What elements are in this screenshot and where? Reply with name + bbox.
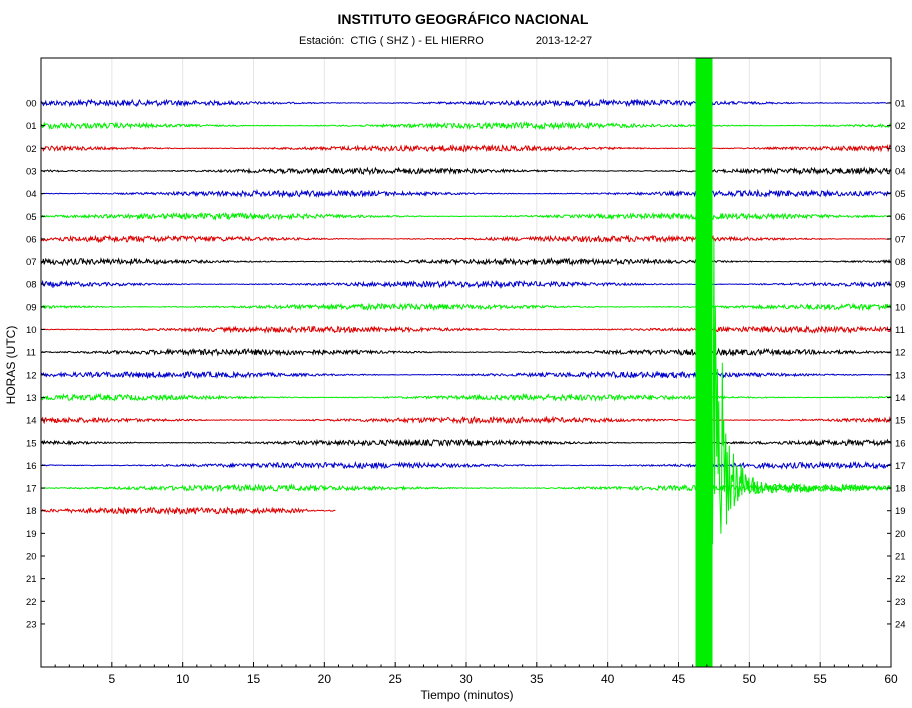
chart-title: INSTITUTO GEOGRÁFICO NACIONAL <box>337 11 589 27</box>
hour-label-left: 09 <box>26 302 37 313</box>
hour-label-right: 24 <box>895 619 906 630</box>
hour-label-left: 14 <box>26 416 37 427</box>
hour-label-left: 13 <box>26 393 37 404</box>
x-tick-label: 5 <box>108 672 115 686</box>
hour-label-left: 03 <box>26 166 37 177</box>
x-tick-label: 35 <box>530 672 544 686</box>
grid-lines <box>111 58 821 667</box>
trace-hour-00 <box>40 98 891 108</box>
x-tick-label: 25 <box>388 672 402 686</box>
x-tick-label: 10 <box>176 672 190 686</box>
hour-label-right: 08 <box>895 257 906 268</box>
trace-hour-10 <box>40 325 892 334</box>
hour-label-right: 04 <box>895 166 906 177</box>
trace-hour-07 <box>40 257 891 267</box>
hour-label-right: 02 <box>895 121 906 132</box>
hour-label-left: 00 <box>26 99 37 110</box>
trace-hour-05 <box>40 211 891 221</box>
record-date: 2013-12-27 <box>535 35 593 47</box>
hour-label-left: 11 <box>26 348 36 359</box>
trace-hour-13 <box>40 392 892 403</box>
hour-label-right: 10 <box>895 302 906 313</box>
chart-subtitle: Estación: CTIG ( SHZ ) - EL HIERRO 2013-1… <box>299 35 592 47</box>
hour-label-right: 19 <box>895 506 906 517</box>
hour-label-left: 16 <box>26 461 37 472</box>
hour-label-right: 14 <box>895 393 906 404</box>
trace-hour-08 <box>40 279 891 289</box>
hour-label-left: 12 <box>26 370 37 381</box>
hour-label-left: 05 <box>26 212 37 223</box>
x-axis-label: Tiempo (minutos) <box>420 688 514 702</box>
trace-hour-15 <box>40 438 892 447</box>
hour-label-right: 18 <box>895 484 906 495</box>
trace-hour-11 <box>40 347 891 357</box>
x-tick-label: 30 <box>459 672 473 686</box>
trace-hour-06 <box>40 234 891 244</box>
x-tick-label: 20 <box>318 672 332 686</box>
hour-label-right: 09 <box>895 280 906 291</box>
hour-label-left: 18 <box>26 506 37 517</box>
hour-label-right: 20 <box>895 529 906 540</box>
event-coda <box>712 237 891 545</box>
trace-hour-03 <box>40 166 891 176</box>
hour-label-left: 10 <box>26 325 37 336</box>
x-tick-label: 50 <box>743 672 757 686</box>
trace-hour-14 <box>40 415 892 425</box>
station-label: Estación: <box>299 35 345 47</box>
hour-label-right: 22 <box>895 574 906 585</box>
trace-hour-17 <box>40 483 892 493</box>
hour-label-right: 17 <box>895 461 906 472</box>
y-axis-label: HORAS (UTC) <box>4 325 18 405</box>
hour-label-left: 04 <box>26 189 37 200</box>
hour-label-left: 15 <box>26 438 37 449</box>
trace-hour-12 <box>40 370 891 380</box>
hour-label-left: 07 <box>26 257 37 268</box>
x-tick-label: 55 <box>813 672 827 686</box>
trace-hour-18 <box>40 506 336 516</box>
hour-label-left: 22 <box>26 597 37 608</box>
trace-hour-04 <box>40 188 891 199</box>
hour-label-left: 08 <box>26 280 37 291</box>
hour-label-right: 12 <box>895 348 906 359</box>
trace-hour-02 <box>40 143 892 153</box>
seismic-traces <box>40 98 892 516</box>
hour-label-left: 19 <box>26 529 37 540</box>
hour-label-left: 06 <box>26 234 37 245</box>
event-saturated-burst <box>695 58 713 667</box>
axis-ticks: 5 10 15 20 25 30 35 40 45 50 55 60 00 01 02 03 04 05 06 07 0… <box>26 99 906 687</box>
hour-label-right: 01 <box>895 99 906 110</box>
hour-label-left: 01 <box>26 121 37 132</box>
hour-label-right: 15 <box>895 416 906 427</box>
hour-label-right: 16 <box>895 438 906 449</box>
hour-label-right: 13 <box>895 370 906 381</box>
hour-label-left: 20 <box>26 552 37 563</box>
hour-label-right: 03 <box>895 144 906 155</box>
x-tick-label: 60 <box>884 672 898 686</box>
hour-label-right: 21 <box>895 552 906 563</box>
x-tick-label: 15 <box>247 672 261 686</box>
hour-label-left: 21 <box>26 574 37 585</box>
x-tick-label: 40 <box>601 672 615 686</box>
hour-label-left: 02 <box>26 144 37 155</box>
hour-label-left: 23 <box>26 619 37 630</box>
x-tick-label: 45 <box>672 672 686 686</box>
hour-label-right: 11 <box>895 325 905 336</box>
trace-hour-16 <box>40 460 891 470</box>
station-name: CTIG ( SHZ ) - EL HIERRO <box>350 35 484 47</box>
hour-label-right: 06 <box>895 212 906 223</box>
hour-label-left: 17 <box>26 484 37 495</box>
trace-hour-01 <box>40 120 891 131</box>
earthquake-event <box>695 58 891 667</box>
trace-hour-09 <box>40 302 892 312</box>
hour-label-right: 07 <box>895 234 906 245</box>
hour-label-right: 23 <box>895 597 906 608</box>
hour-label-right: 05 <box>895 189 906 200</box>
